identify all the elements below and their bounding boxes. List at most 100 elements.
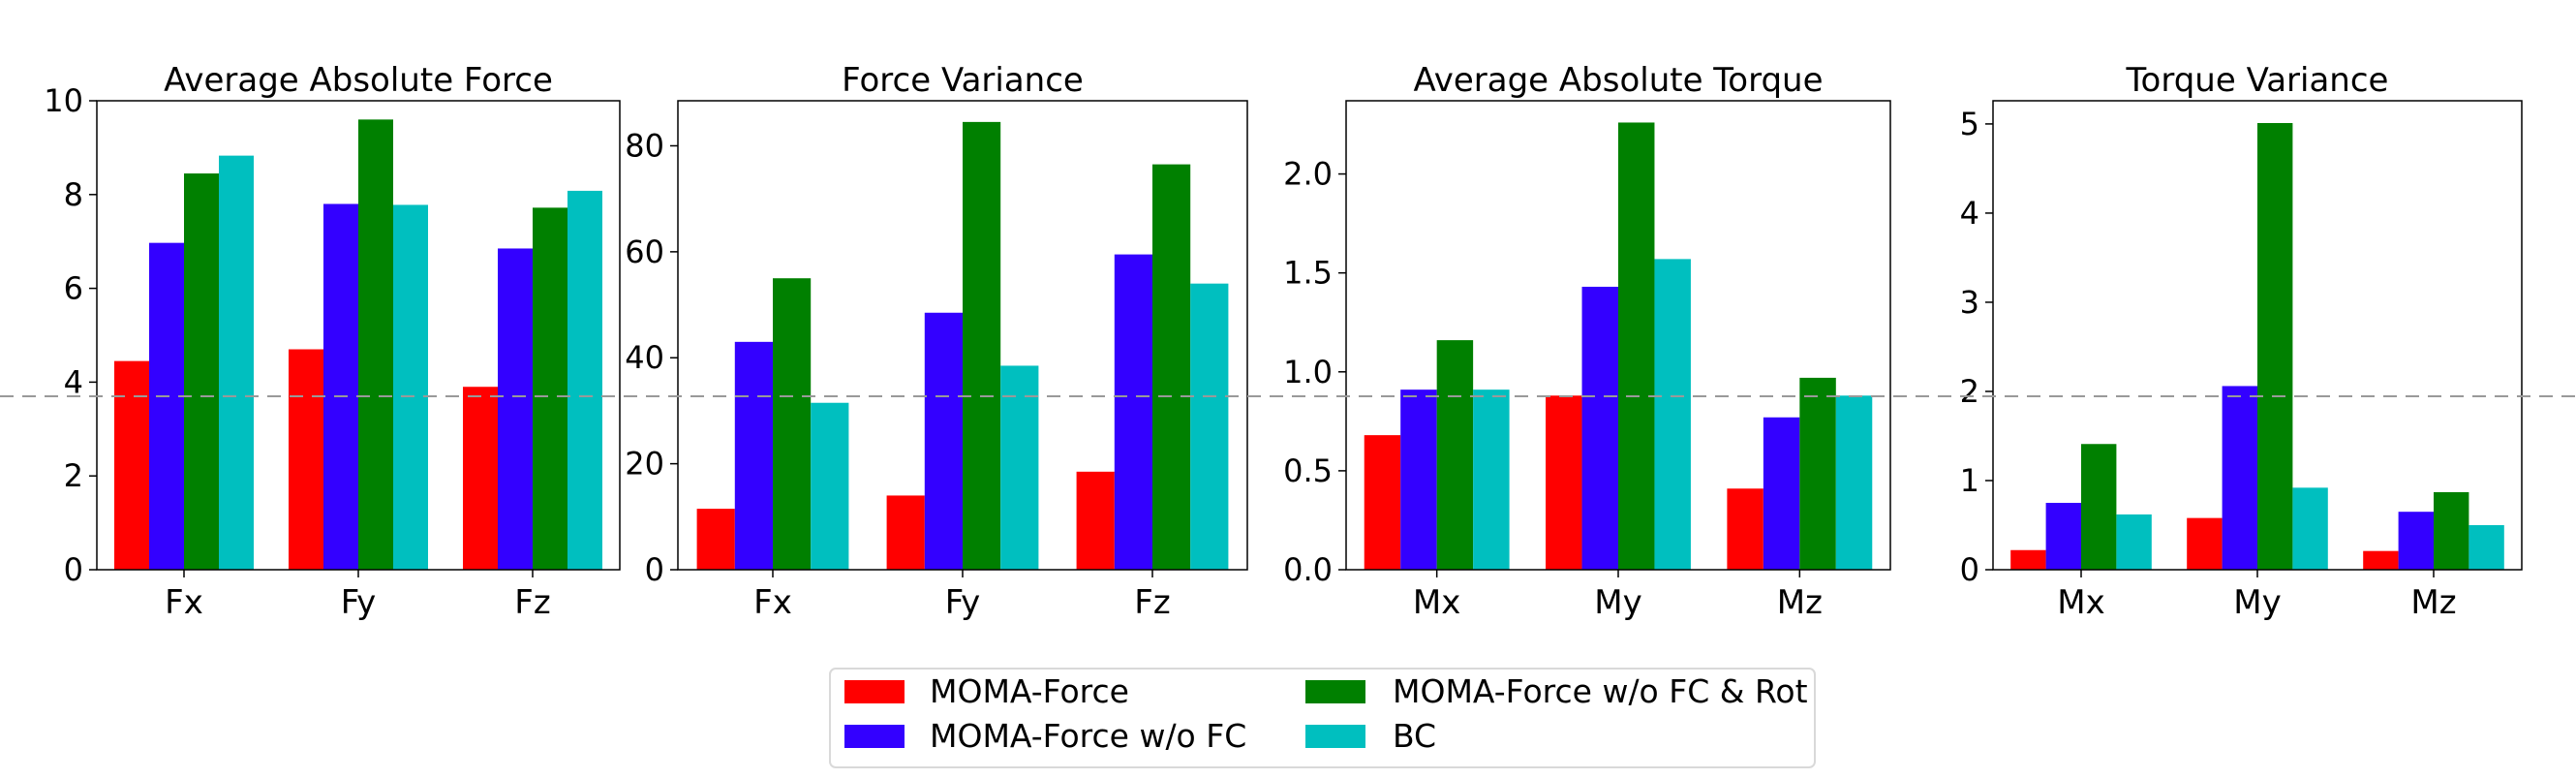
bar-bc-my bbox=[1654, 259, 1691, 570]
bar-moma-force-w-o-fc-rot-mx bbox=[2081, 444, 2117, 570]
y-tick-label: 1 bbox=[1960, 462, 1979, 499]
y-tick-label: 0 bbox=[1960, 551, 1979, 588]
legend-swatch-moma-force bbox=[844, 680, 905, 703]
bar-moma-force-w-o-fc-rot-fx bbox=[773, 278, 812, 570]
x-tick-label: Mz bbox=[2410, 583, 2456, 622]
panel-title: Force Variance bbox=[842, 61, 1084, 100]
x-tick-label: Fx bbox=[753, 583, 792, 622]
bar-moma-force-w-o-fc-rot-fy bbox=[963, 121, 1001, 571]
x-tick-label: Mz bbox=[1777, 583, 1823, 622]
bar-moma-force-w-o-fc-mz bbox=[1763, 417, 1800, 570]
legend-label-bc: BC bbox=[1393, 717, 1436, 755]
bar-moma-force-mz bbox=[1727, 488, 1763, 570]
bar-moma-force-w-o-fc-rot-my bbox=[1618, 122, 1655, 570]
bar-moma-force-fx bbox=[114, 360, 149, 570]
chart-panel-torque-variance: Torque Variance 0 1 2 3 4 5 Mx My Mz bbox=[1960, 61, 2523, 622]
x-tick-label: Fy bbox=[945, 583, 981, 622]
bar-moma-force-my bbox=[2187, 517, 2223, 570]
bar-moma-force-w-o-fc-mz bbox=[2398, 512, 2434, 570]
bar-moma-force-w-o-fc-mx bbox=[2045, 502, 2081, 570]
bar-moma-force-fz bbox=[463, 387, 498, 570]
x-tick-label: Fz bbox=[514, 583, 550, 622]
legend-swatch-moma-force-wo-fc-rot bbox=[1305, 680, 1365, 703]
bar-moma-force-w-o-fc-rot-fz bbox=[533, 207, 567, 571]
y-tick-label: 1.0 bbox=[1283, 354, 1333, 390]
x-tick-label: Fz bbox=[1134, 583, 1170, 622]
y-tick-label: 0.5 bbox=[1283, 452, 1333, 489]
bar-moma-force-w-o-fc-mx bbox=[1400, 390, 1437, 570]
y-tick-label: 60 bbox=[625, 234, 664, 270]
bar-moma-force-mx bbox=[1364, 435, 1401, 570]
bar-moma-force-fz bbox=[1076, 471, 1115, 570]
x-tick-label: Fx bbox=[165, 583, 203, 622]
bar-bc-mz bbox=[2469, 524, 2504, 570]
bar-bc-my bbox=[2292, 487, 2328, 570]
bar-moma-force-fy bbox=[289, 349, 323, 570]
chart-panel-average-absolute-force: Average Absolute Force 0 2 4 6 8 10 Fx Fy Fz bbox=[44, 61, 621, 622]
legend-box bbox=[829, 668, 1816, 768]
y-tick-label: 5 bbox=[1960, 106, 1979, 142]
bar-moma-force-fy bbox=[886, 495, 925, 570]
bar-moma-force-w-o-fc-rot-fy bbox=[358, 119, 393, 571]
y-tick-label: 8 bbox=[64, 176, 83, 213]
bar-moma-force-w-o-fc-rot-mz bbox=[1799, 377, 1836, 570]
chart-panel-average-absolute-torque: Average Absolute Torque 0.0 0.5 1.0 1.5 2.0 Mx… bbox=[1283, 61, 1891, 622]
x-tick-label: Fy bbox=[341, 583, 377, 622]
bar-moma-force-mz bbox=[2363, 550, 2399, 570]
bar-bc-fy bbox=[1000, 365, 1039, 570]
x-tick-label: Mx bbox=[1413, 583, 1460, 622]
y-tick-label: 40 bbox=[625, 339, 664, 376]
x-tick-label: My bbox=[2233, 583, 2281, 622]
bar-moma-force-w-o-fc-my bbox=[2222, 386, 2257, 570]
bar-bc-fz bbox=[567, 190, 602, 571]
y-tick-label: 10 bbox=[44, 82, 83, 119]
y-tick-label: 6 bbox=[64, 270, 83, 307]
legend-swatch-moma-force-wo-fc bbox=[844, 725, 905, 748]
bar-bc-fx bbox=[811, 402, 849, 570]
bar-moma-force-w-o-fc-fx bbox=[734, 341, 773, 570]
x-tick-label: My bbox=[1594, 583, 1641, 622]
legend-swatch-bc bbox=[1305, 725, 1365, 748]
y-tick-label: 4 bbox=[1960, 195, 1979, 232]
bar-bc-mx bbox=[1473, 390, 1510, 570]
y-tick-label: 2 bbox=[64, 457, 83, 494]
bar-moma-force-w-o-fc-fy bbox=[323, 203, 358, 571]
y-tick-label: 20 bbox=[625, 446, 664, 483]
y-tick-label: 4 bbox=[64, 363, 83, 400]
y-tick-label: 0 bbox=[64, 551, 83, 588]
bar-bc-fz bbox=[1190, 283, 1229, 570]
bar-moma-force-w-o-fc-rot-fx bbox=[184, 173, 219, 570]
y-tick-label: 0.0 bbox=[1283, 551, 1333, 588]
panel-title: Average Absolute Torque bbox=[1413, 61, 1823, 100]
bar-moma-force-w-o-fc-rot-fz bbox=[1152, 164, 1191, 570]
panel-title: Average Absolute Force bbox=[164, 61, 553, 100]
bar-moma-force-w-o-fc-rot-mx bbox=[1436, 340, 1474, 570]
chart-panel-force-variance: Force Variance 0 20 40 60 80 Fx Fy Fz bbox=[625, 61, 1248, 622]
bar-moma-force-w-o-fc-rot-my bbox=[2257, 123, 2293, 571]
bar-moma-force-mx bbox=[2010, 549, 2046, 570]
y-tick-label: 80 bbox=[625, 127, 664, 164]
y-tick-label: 3 bbox=[1960, 284, 1979, 321]
legend-label-moma-force: MOMA-Force bbox=[930, 672, 1129, 710]
bar-moma-force-w-o-fc-fx bbox=[149, 242, 184, 571]
bar-moma-force-fx bbox=[696, 509, 735, 570]
panel-title: Torque Variance bbox=[2126, 61, 2389, 100]
y-tick-label: 0 bbox=[645, 551, 664, 588]
y-tick-label: 1.5 bbox=[1283, 255, 1333, 292]
bar-moma-force-w-o-fc-rot-mz bbox=[2434, 491, 2469, 570]
bar-moma-force-my bbox=[1546, 395, 1582, 570]
legend-label-moma-force-wo-fc-rot: MOMA-Force w/o FC & Rot bbox=[1393, 672, 1808, 710]
y-tick-label: 2 bbox=[1960, 373, 1979, 410]
bar-bc-fx bbox=[219, 155, 254, 571]
bar-bc-mz bbox=[1835, 395, 1873, 570]
y-tick-label: 2.0 bbox=[1283, 156, 1333, 193]
bar-moma-force-w-o-fc-fz bbox=[1114, 254, 1152, 570]
legend: MOMA-Force MOMA-Force w/o FC MOMA-Force … bbox=[829, 668, 1816, 768]
legend-label-moma-force-wo-fc: MOMA-Force w/o FC bbox=[930, 717, 1246, 755]
bar-moma-force-w-o-fc-fy bbox=[924, 312, 963, 570]
bar-bc-fy bbox=[393, 204, 428, 570]
bar-bc-mx bbox=[2116, 514, 2152, 570]
bar-moma-force-w-o-fc-my bbox=[1581, 286, 1618, 570]
